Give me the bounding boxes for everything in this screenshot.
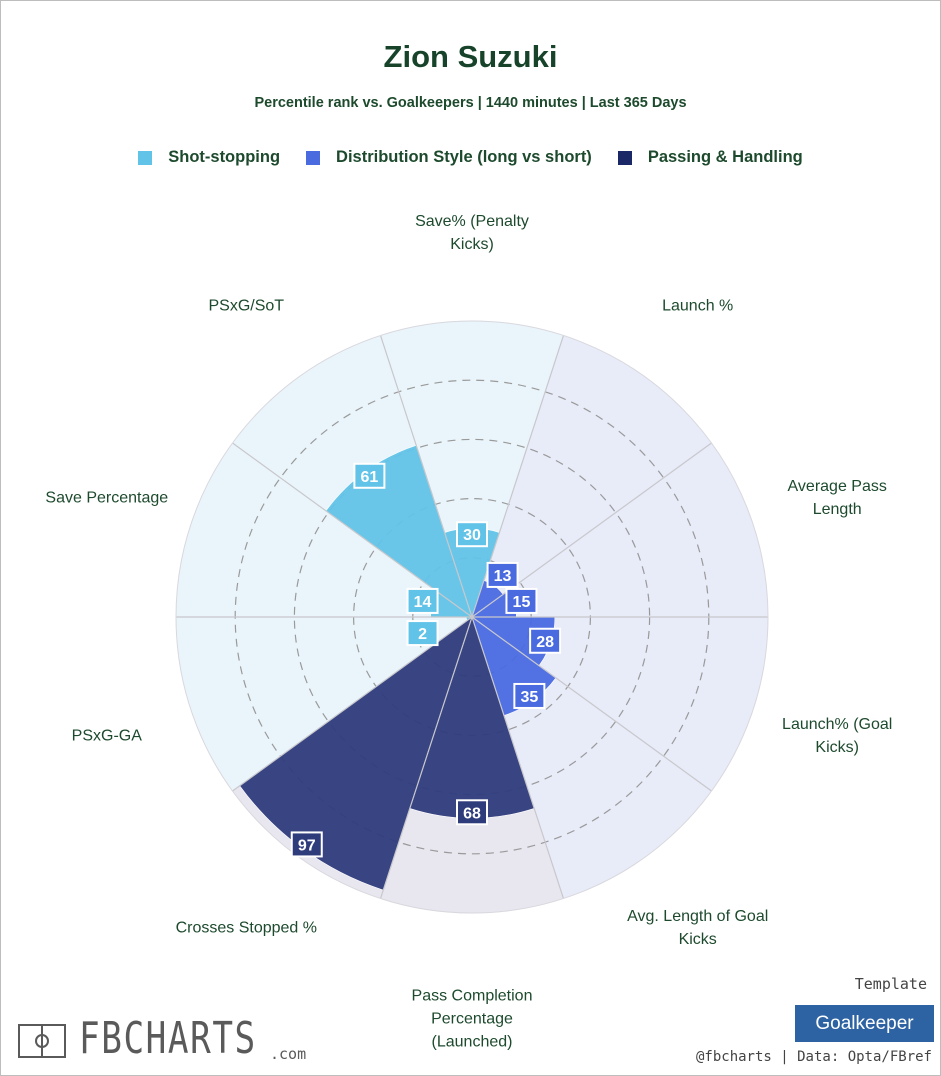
legend-swatch [617,150,632,165]
chart-title: Zion Suzuki [383,39,558,74]
slice-background [380,320,564,617]
legend-label: Shot-stopping [168,148,281,166]
spoke [379,335,473,618]
value-label-box [456,799,488,826]
category-label: Launch % [662,297,734,315]
value-label: 14 [406,587,439,614]
value-label: 13 [486,561,519,588]
value-label-text: 68 [463,805,481,822]
category-label: Avg. Length of Goal Kicks [627,907,769,948]
logo-text: FBCHARTS [79,1013,257,1064]
spoke [379,616,473,899]
value-label-box [406,620,439,647]
value-label-text: 30 [463,527,481,544]
slice-background [176,617,472,791]
legend: Shot-stopping Distribution Style (long vs… [1,148,940,167]
category-label: Save% (Penalty Kicks) [415,213,529,253]
legend-label: Distribution Style (long vs short) [336,148,592,166]
value-label-box [290,831,323,858]
value-label-box [513,682,546,709]
value-label-text: 14 [414,594,432,611]
value-label-text: 97 [298,837,316,854]
category-label: Launch% (Goal Kicks) [782,715,893,756]
legend-item: Passing & Handling [617,148,803,167]
outer-ring [175,320,769,914]
legend-item: Distribution Style (long vs short) [306,148,592,167]
value-label-text: 28 [536,634,554,651]
value-label-box [406,587,439,614]
category-label: Save Percentage [45,489,169,507]
legend-swatch [138,150,153,165]
spoke [471,616,565,899]
value-label-text: 2 [418,626,427,643]
value-label: 68 [456,799,488,826]
credit: @fbcharts | Data: Opta/FBref [695,1049,932,1065]
logo-suffix: .com [270,1045,307,1063]
value-label-box [529,627,562,654]
legend-item: Shot-stopping [138,148,280,167]
chart-subtitle: Percentile rank vs. Goalkeepers | 1440 m… [254,95,687,111]
value-label-box [456,521,488,548]
spoke [471,616,712,792]
value-label: 61 [353,462,386,489]
logo-icon [18,1024,66,1058]
slice-background [472,335,712,617]
value-label-text: 15 [513,594,531,611]
template-button[interactable]: Goalkeeper [795,1005,934,1042]
slice-background [472,617,768,791]
category-label: Pass Completion Percentage (Launched) [411,987,533,1051]
value-label: 28 [529,627,562,654]
category-label: Crosses Stopped % [175,919,317,937]
value-label: 2 [406,620,439,647]
value-label-text: 35 [520,689,538,706]
value-label-box [353,462,386,489]
slice-background [176,443,472,617]
value-label-box [505,587,538,614]
category-label: Average Pass Length [787,478,887,519]
logo: FBCHARTS .com [17,1013,307,1064]
category-label: PSxG-GA [71,727,142,745]
value-label-text: 61 [360,469,378,486]
value-label: 30 [456,521,488,548]
legend-label: Passing & Handling [647,148,803,166]
legend-swatch [306,150,321,165]
value-label-text: 13 [494,568,512,585]
value-label: 97 [290,831,323,858]
value-label-box [486,561,519,588]
category-label: PSxG/SoT [208,297,285,315]
value-label: 15 [505,587,538,614]
template-label: Template [854,975,927,993]
slice-background [472,443,768,617]
value-label: 35 [513,682,546,709]
